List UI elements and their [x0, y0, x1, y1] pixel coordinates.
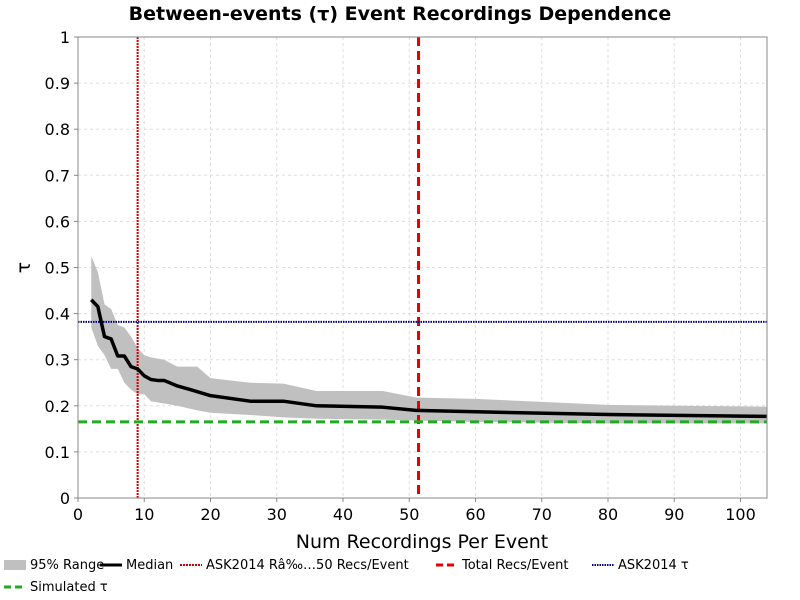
reference-lines-layer — [78, 37, 767, 498]
y-tick-label-1: 0.1 — [45, 443, 70, 462]
legend-swatch-ask-tau — [592, 564, 614, 566]
legend-item-median: Median — [100, 555, 173, 575]
y-axis-label: τ — [13, 262, 35, 273]
legend-label-median: Median — [126, 557, 174, 573]
legend-swatch-ask-recs — [180, 564, 202, 566]
grid — [77, 36, 767, 499]
legend-label-total-recs: Total Recs/Event — [462, 557, 569, 573]
x-tick-label-6: 60 — [465, 505, 485, 524]
y-tick-label-8: 0.8 — [45, 120, 70, 139]
y-tick-label-9: 0.9 — [45, 74, 70, 93]
range-band — [91, 255, 767, 424]
y-tick-label-0: 0 — [60, 489, 70, 508]
range-band-layer — [91, 255, 767, 424]
legend-item-ask-tau: ASK2014 τ — [592, 555, 689, 575]
x-tick-label-8: 80 — [598, 505, 618, 524]
y-tick-label-2: 0.2 — [45, 397, 70, 416]
legend-item-ask-recs: ASK2014 Râ‰…50 Recs/Event — [180, 555, 409, 575]
legend-item-total-recs: Total Recs/Event — [436, 555, 568, 575]
x-tick-label-2: 20 — [200, 505, 220, 524]
y-tick-label-6: 0.6 — [45, 212, 70, 231]
legend-label-ask-tau: ASK2014 τ — [618, 557, 689, 573]
y-axis-ticks: 0 0.1 0.2 0.3 0.4 0.5 0.6 0.7 0.8 0.9 1 — [45, 28, 78, 508]
y-tick-label-10: 1 — [60, 28, 70, 47]
x-tick-label-0: 0 — [73, 505, 83, 524]
legend-swatch-median — [100, 563, 122, 567]
legend-swatch-range — [4, 560, 26, 570]
legend-label-ask-recs: ASK2014 Râ‰…50 Recs/Event — [206, 557, 409, 573]
median-layer — [89, 298, 768, 419]
legend-item-simulated: Simulated τ — [4, 577, 108, 597]
y-tick-label-3: 0.3 — [45, 351, 70, 370]
x-tick-label-5: 50 — [399, 505, 419, 524]
x-tick-label-3: 30 — [267, 505, 287, 524]
x-axis-label: Num Recordings Per Event — [296, 531, 549, 553]
chart-title: Between-events (τ) Event Recordings Depe… — [129, 3, 672, 25]
legend-swatch-total-recs — [436, 563, 458, 567]
x-tick-label-10: 100 — [725, 505, 756, 524]
legend-label-simulated: Simulated τ — [30, 579, 108, 595]
x-tick-label-9: 90 — [664, 505, 684, 524]
x-tick-label-4: 40 — [333, 505, 353, 524]
x-tick-label-1: 10 — [134, 505, 154, 524]
legend-swatch-simulated — [4, 585, 26, 589]
x-axis-ticks: 0 10 20 30 40 50 60 70 80 90 100 — [73, 498, 756, 524]
x-tick-label-7: 70 — [532, 505, 552, 524]
legend-item-range: 95% Range — [4, 555, 104, 575]
median-line — [89, 298, 768, 419]
legend-label-range: 95% Range — [30, 557, 105, 573]
y-tick-label-7: 0.7 — [45, 166, 70, 185]
y-tick-label-5: 0.5 — [45, 259, 70, 278]
y-tick-label-4: 0.4 — [45, 305, 70, 324]
